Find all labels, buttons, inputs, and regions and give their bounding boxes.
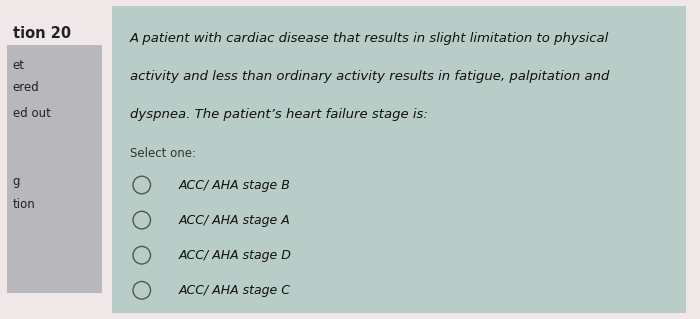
- Text: tion 20: tion 20: [13, 26, 71, 41]
- Text: ered: ered: [13, 81, 39, 94]
- FancyBboxPatch shape: [112, 6, 686, 313]
- Text: tion: tion: [13, 198, 35, 211]
- Text: A patient with cardiac disease that results in slight limitation to physical: A patient with cardiac disease that resu…: [130, 32, 609, 45]
- Text: ACC/ AHA stage D: ACC/ AHA stage D: [178, 249, 291, 262]
- Text: ACC/ AHA stage C: ACC/ AHA stage C: [178, 284, 290, 297]
- Text: ACC/ AHA stage A: ACC/ AHA stage A: [178, 214, 290, 226]
- Text: dyspnea. The patient’s heart failure stage is:: dyspnea. The patient’s heart failure sta…: [130, 108, 428, 121]
- Text: g: g: [13, 175, 20, 188]
- FancyBboxPatch shape: [7, 45, 101, 293]
- Text: ed out: ed out: [13, 107, 50, 120]
- Text: ACC/ AHA stage B: ACC/ AHA stage B: [178, 179, 290, 191]
- Text: activity and less than ordinary activity results in fatigue, palpitation and: activity and less than ordinary activity…: [130, 70, 609, 83]
- Text: Select one:: Select one:: [130, 147, 195, 160]
- Text: et: et: [13, 59, 25, 72]
